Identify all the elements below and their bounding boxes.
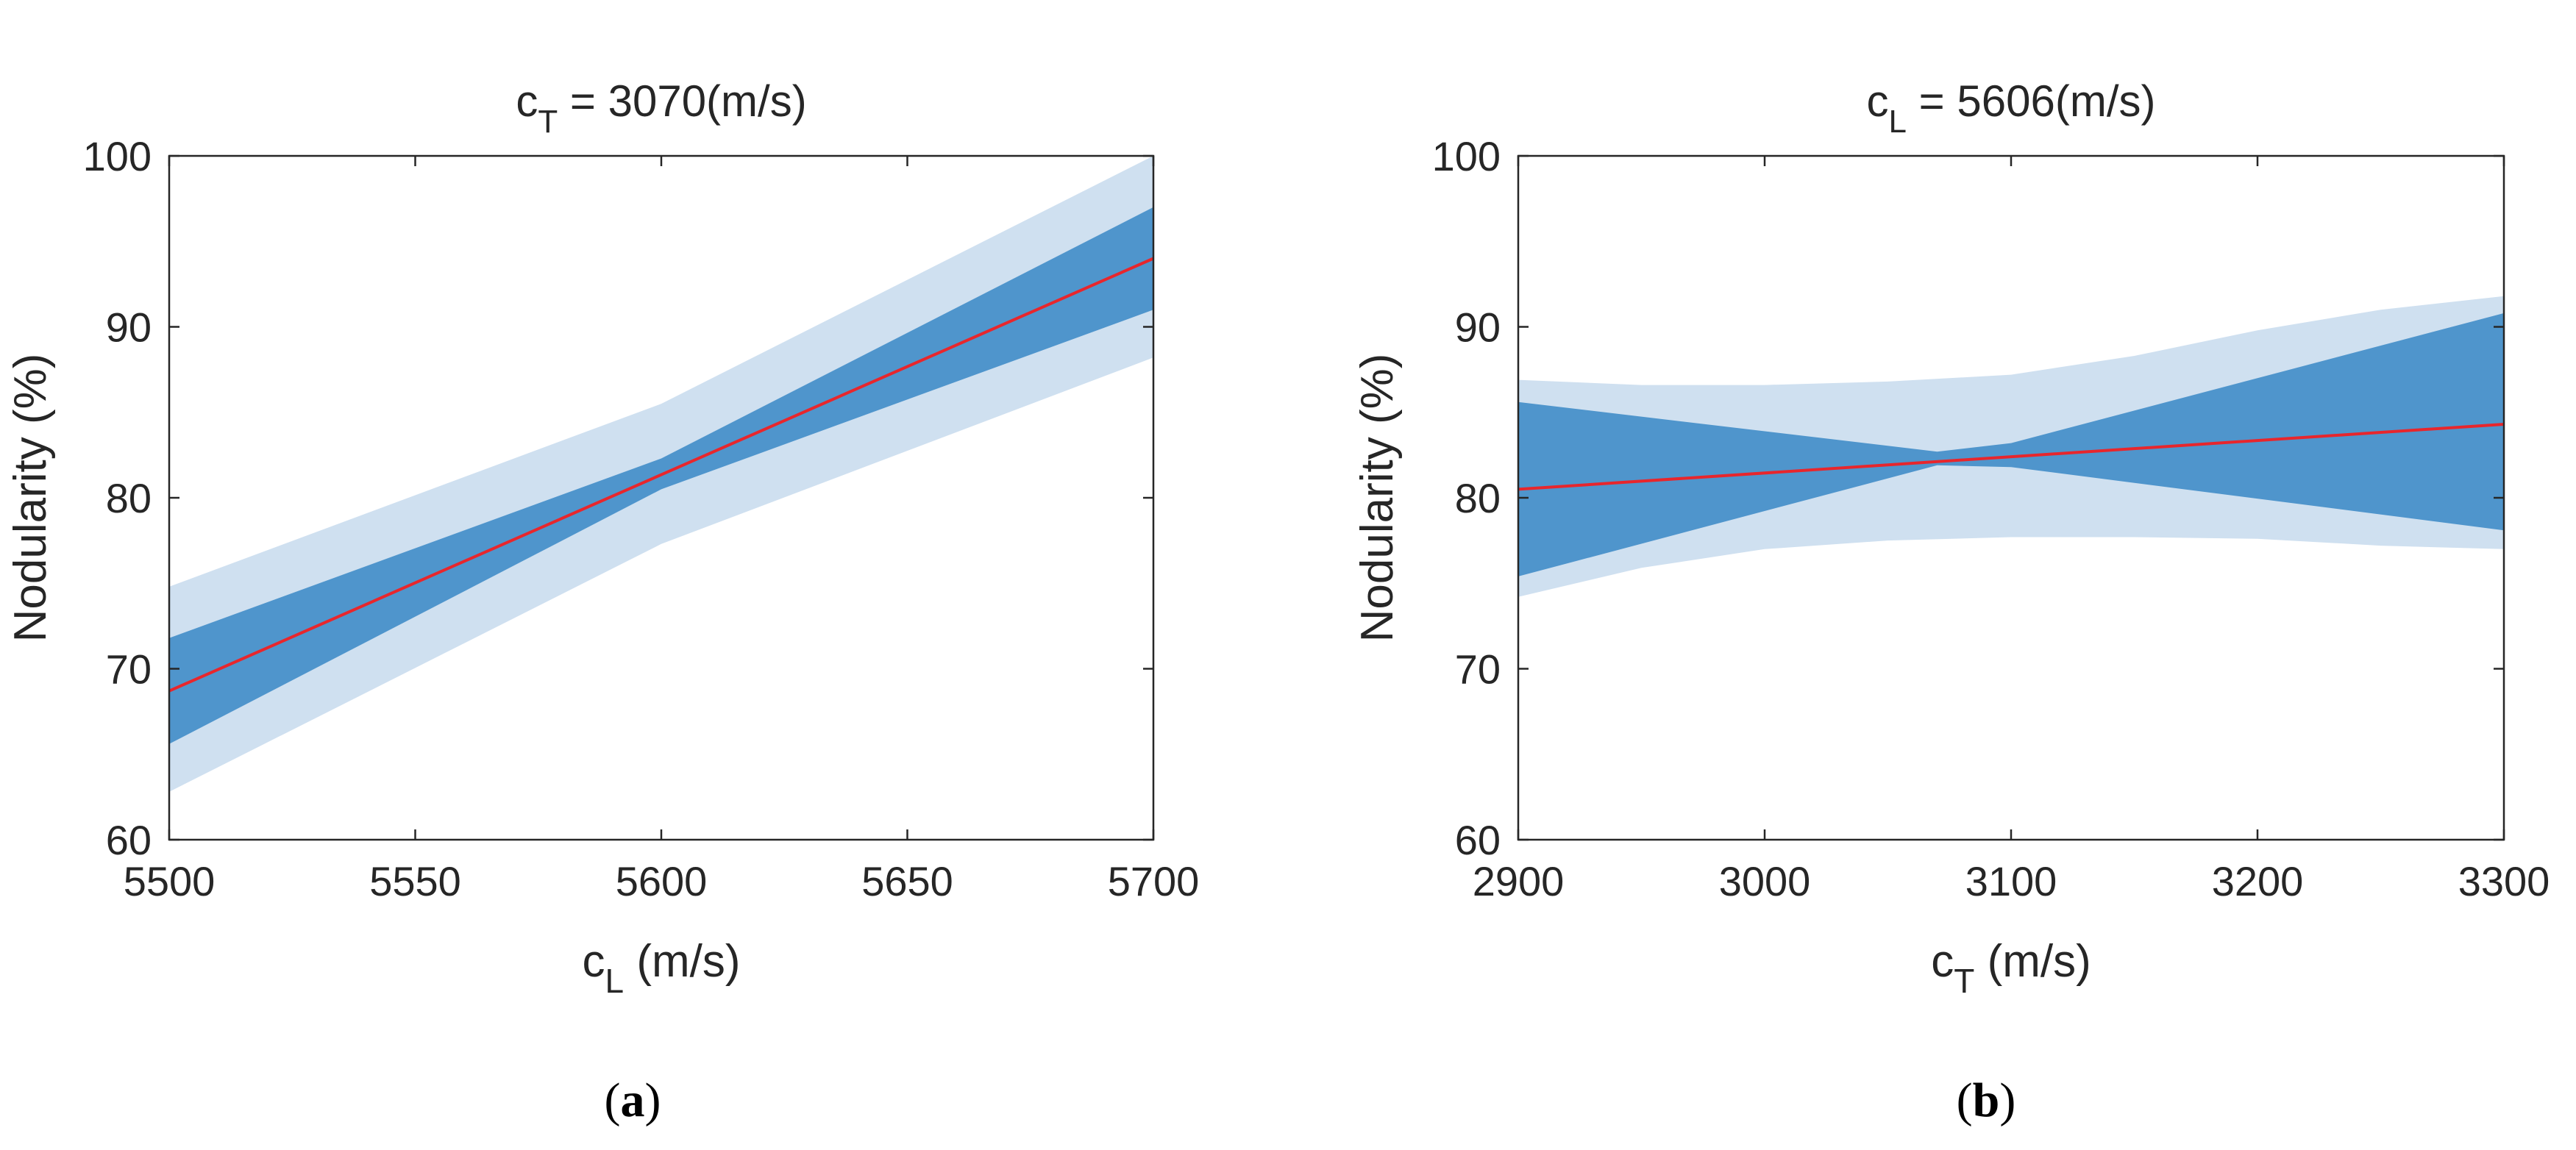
chart-panel-a: 5500 5550 5600 5650 5700 60 70 80 90 100 cT = 307… (5, 76, 1199, 1127)
y-axis-label-b: Nodularity (%) (1352, 354, 1403, 643)
panel-label-b: (b) (1957, 1074, 2016, 1127)
series-line-mean-prediction-b (1518, 423, 2505, 491)
y-tick-label-b: 60 (1455, 817, 1501, 863)
band-inner-interval-b (1518, 312, 2504, 576)
ticks-a: 5500 5550 5600 5650 5700 60 70 80 90 100 (83, 133, 1200, 904)
plot-area-b (1518, 296, 2505, 597)
chart-title-b: cL = 5606(m/s) (1867, 76, 2156, 140)
y-tick-label-b: 90 (1455, 304, 1501, 351)
x-axis-label-a: cL (m/s) (583, 936, 741, 1000)
y-tick-label-b: 80 (1455, 475, 1501, 521)
x-tick-label-b: 3300 (2458, 858, 2550, 904)
y-tick-label-a: 100 (83, 133, 152, 179)
x-tick-label-a: 5650 (861, 858, 953, 904)
x-tick-label-a: 5550 (369, 858, 461, 904)
y-tick-label-b: 100 (1432, 133, 1501, 179)
x-axis-label-b: cT (m/s) (1931, 936, 2091, 1000)
chart-panel-b: 2900 3000 3100 3200 3300 60 70 80 90 100 cL = 560… (1352, 76, 2550, 1127)
series-line-mean-prediction-a (168, 257, 1154, 693)
plot-area-a (168, 156, 1154, 792)
x-tick-label-b: 2900 (1473, 858, 1565, 904)
x-tick-label-a: 5600 (616, 858, 708, 904)
y-tick-label-a: 70 (106, 646, 152, 693)
x-tick-label-b: 3100 (1965, 858, 2057, 904)
y-tick-label-a: 80 (106, 475, 152, 521)
x-tick-label-a: 5500 (124, 858, 216, 904)
ticks-b: 2900 3000 3100 3200 3300 60 70 80 90 100 (1432, 133, 2550, 904)
y-tick-label-a: 60 (106, 817, 152, 863)
panel-label-a: (a) (605, 1074, 661, 1127)
y-tick-label-b: 70 (1455, 646, 1501, 693)
x-tick-label-b: 3000 (1719, 858, 1811, 904)
x-tick-label-b: 3200 (2212, 858, 2304, 904)
y-axis-label-a: Nodularity (%) (5, 354, 56, 643)
x-tick-label-a: 5700 (1108, 858, 1200, 904)
chart-title-a: cT = 3070(m/s) (516, 76, 806, 140)
y-tick-label-a: 90 (106, 304, 152, 351)
